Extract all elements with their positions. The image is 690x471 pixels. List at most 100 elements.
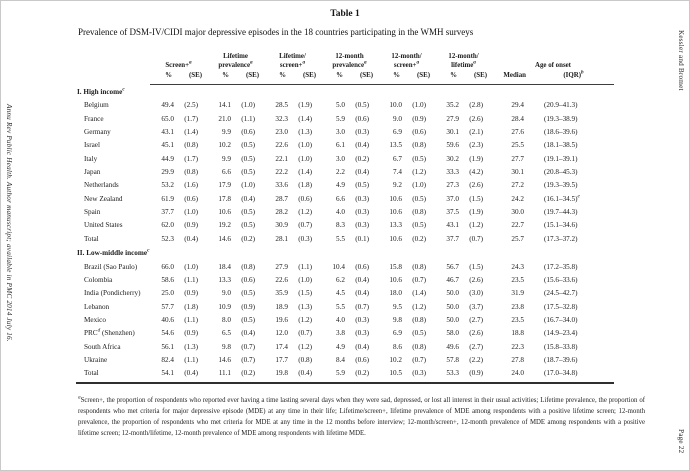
value-cell: (0.6) xyxy=(355,114,369,123)
value-cell: (0.4) xyxy=(177,367,207,385)
value-cell: (0.3) xyxy=(355,316,369,325)
value-cell: (3.0) xyxy=(469,289,483,298)
value-cell: 6.1 xyxy=(336,141,345,150)
value-cell: 10.4 xyxy=(332,262,345,271)
value-cell: (0.3) xyxy=(405,367,435,385)
country-cell: Italy xyxy=(84,154,98,163)
running-head-authors: Kessler and Bromet xyxy=(677,30,685,91)
value-cell: 44.9 xyxy=(161,154,174,163)
column-group-header: 12-month/lifetimea xyxy=(448,53,479,69)
sub-column-header: % xyxy=(321,71,348,85)
value-cell: (0.5) xyxy=(412,194,426,203)
value-cell: (0.3) xyxy=(355,128,369,137)
column-group-header: Lifetime/screen+a xyxy=(279,53,306,69)
value-cell: (15.1–34.6) xyxy=(544,221,578,230)
value-cell: (0.8) xyxy=(184,168,198,177)
value-cell: (15.8–33.8) xyxy=(544,342,578,351)
value-cell: 9.5 xyxy=(393,302,402,311)
column-group-header: Screen+a xyxy=(165,59,192,69)
value-cell: (1.0) xyxy=(184,208,198,217)
value-cell: (0.3) xyxy=(355,208,369,217)
value-cell: (0.5) xyxy=(241,154,255,163)
value-cell: 9.0 xyxy=(393,114,402,123)
value-cell: (1.0) xyxy=(298,141,312,150)
value-cell: (1.8) xyxy=(184,302,198,311)
table-row: Spain 37.7 (1.0) 10.6 (0.5) 28.2 (1.2) 4.0 (0.3)… xyxy=(76,206,614,219)
value-cell: (0.6) xyxy=(184,194,198,203)
value-cell: 9.0 xyxy=(222,289,231,298)
value-cell: 28.7 xyxy=(275,194,288,203)
value-cell: 24.3 xyxy=(511,262,524,271)
footnote-a: aScreen+, the proportion of respondents … xyxy=(78,394,645,440)
value-cell: 21.0 xyxy=(218,114,231,123)
value-cell: (15.6–33.6) xyxy=(544,276,578,285)
value-cell: (18.1–38.5) xyxy=(544,141,578,150)
value-cell: 4.0 xyxy=(336,208,345,217)
value-cell: (1.0) xyxy=(241,181,255,190)
value-cell: 25.0 xyxy=(161,289,174,298)
value-cell: (0.9) xyxy=(412,114,426,123)
value-cell: 22.1 xyxy=(275,154,288,163)
table-row: Colombia 58.6 (1.1) 13.3 (0.6) 22.6 (1.0) 6.2 (0… xyxy=(76,274,614,287)
value-cell: (1.5) xyxy=(298,289,312,298)
value-cell: 32.3 xyxy=(275,114,288,123)
value-cell: 30.9 xyxy=(275,221,288,230)
value-cell: (2.5) xyxy=(184,101,198,110)
table-row: Total 52.3 (0.4) 14.6 (0.2) 28.1 (0.3) 5.5 (0.1)… xyxy=(76,233,614,246)
page-number: Page 22 xyxy=(677,428,685,453)
value-cell: 6.2 xyxy=(336,276,345,285)
value-cell: 5.0 xyxy=(336,101,345,110)
value-cell: (0.4) xyxy=(355,141,369,150)
value-cell: (17.2–35.8) xyxy=(544,262,578,271)
value-cell: 29.4 xyxy=(511,101,524,110)
country-cell: Ukraine xyxy=(84,356,108,365)
value-cell: 52.3 xyxy=(161,234,174,243)
country-cell: Germany xyxy=(84,128,111,137)
sub-column-header: % xyxy=(378,71,405,85)
table-row: Netherlands 53.2 (1.6) 17.9 (1.0) 33.6 (1.8) 4.… xyxy=(76,180,614,193)
value-cell: (1.9) xyxy=(469,208,483,217)
value-cell: (1.2) xyxy=(298,208,312,217)
table-row: PRCd (Shenzhen) 54.6 (0.9) 6.5 (0.4) 12.0 (0.7… xyxy=(76,328,614,341)
table-row: India (Pondicherry) 25.0 (0.9) 9.0 (0.5) 35.9… xyxy=(76,287,614,300)
sub-column-header: (SE) xyxy=(291,71,321,85)
value-cell: (0.9) xyxy=(462,367,492,385)
value-cell: (17.0–34.8) xyxy=(532,367,614,385)
country-column-subheader xyxy=(76,71,150,84)
country-cell: Mexico xyxy=(84,316,106,325)
value-cell: (17.3–37.2) xyxy=(544,234,578,243)
value-cell: (1.2) xyxy=(298,316,312,325)
value-cell: (1.2) xyxy=(469,221,483,230)
value-cell: (0.4) xyxy=(355,289,369,298)
value-cell: 6.6 xyxy=(336,194,345,203)
value-cell: 27.3 xyxy=(446,181,459,190)
value-cell: (1.3) xyxy=(184,342,198,351)
table-label: Table 1 xyxy=(330,9,360,19)
value-cell: (0.9) xyxy=(184,329,198,338)
value-cell: (0.8) xyxy=(241,262,255,271)
value-cell: 65.0 xyxy=(161,114,174,123)
country-cell: Belgium xyxy=(84,101,109,110)
value-cell: (20.8–45.3) xyxy=(544,168,578,177)
value-cell: 27.6 xyxy=(511,128,524,137)
value-cell: 56.1 xyxy=(161,342,174,351)
value-cell: 17.4 xyxy=(275,342,288,351)
value-cell: (0.6) xyxy=(412,128,426,137)
value-cell: 23.5 xyxy=(511,276,524,285)
value-cell: (1.5) xyxy=(469,194,483,203)
table-row: South Africa 56.1 (1.3) 9.8 (0.7) 17.4 (1.2) 4.… xyxy=(76,341,614,354)
value-cell: 14.6 xyxy=(218,234,231,243)
value-cell: (19.7–44.3) xyxy=(544,208,578,217)
value-cell: 4.9 xyxy=(336,342,345,351)
value-cell: (20.9–41.3) xyxy=(544,101,578,110)
value-cell: (0.7) xyxy=(412,276,426,285)
sub-column-header: % xyxy=(264,71,291,85)
value-cell: (0.2) xyxy=(412,234,426,243)
sub-column-header: (SE) xyxy=(405,71,435,85)
value-cell: (0.7) xyxy=(469,234,483,243)
value-cell: (0.5) xyxy=(355,101,369,110)
value-cell: 57.7 xyxy=(161,302,174,311)
value-cell: (1.9) xyxy=(298,101,312,110)
footnote-marker: a xyxy=(78,394,81,401)
value-cell: 43.1 xyxy=(446,221,459,230)
